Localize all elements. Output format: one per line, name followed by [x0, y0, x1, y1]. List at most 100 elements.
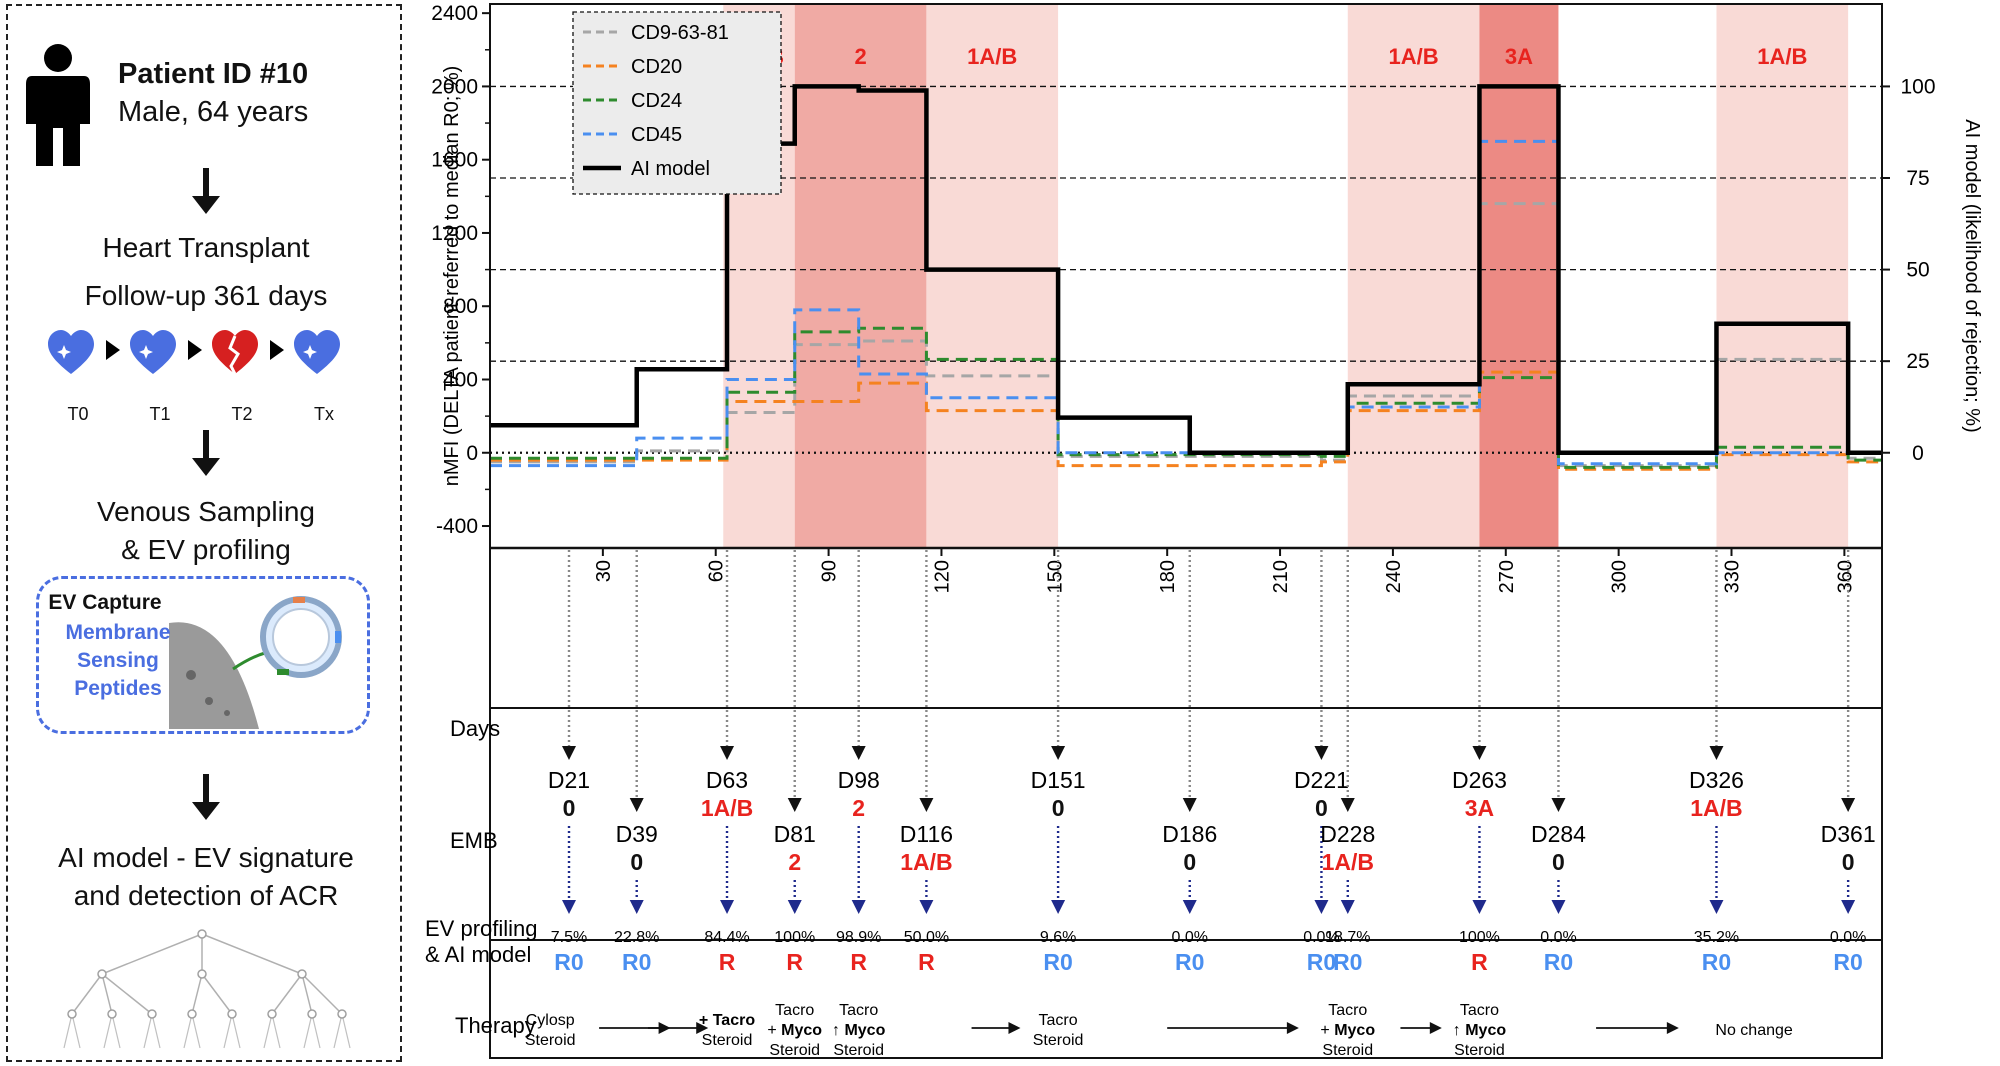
- biopsy-grade: 0: [563, 795, 576, 821]
- sampling-line-2: & EV profiling: [121, 534, 291, 565]
- x-tick-label: 210: [1270, 560, 1292, 593]
- row-label-days: Days: [450, 716, 500, 741]
- therapy-text: Tacro: [839, 1002, 878, 1019]
- therapy-line: Tacro: [1328, 1002, 1367, 1019]
- therapy-text: Tacro: [775, 1002, 814, 1019]
- therapy-line: Steroid: [702, 1032, 753, 1049]
- biopsy-day-label: D21: [548, 767, 590, 793]
- band-label: 3A: [1505, 44, 1533, 69]
- y-tick-label: -400: [436, 515, 478, 538]
- plot-frame: [489, 3, 1883, 1059]
- x-tick-label: 30: [593, 560, 615, 582]
- ai-class: R0: [1333, 949, 1362, 975]
- ev-arrowhead: [1472, 900, 1487, 914]
- biopsy-arrowhead: [1182, 798, 1197, 812]
- therapy-line: + Myco: [767, 1022, 822, 1039]
- ai-likelihood-value: 50.0%: [904, 929, 949, 946]
- series-cd45: [490, 139, 1882, 468]
- ev-arrowhead: [562, 900, 577, 914]
- therapy-line: Steroid: [1033, 1032, 1084, 1049]
- ai-class: R0: [1043, 949, 1072, 975]
- heart-icon-tx: [294, 330, 340, 374]
- ai-class: R0: [1544, 949, 1573, 975]
- y2-tick-label: 25: [1906, 350, 1929, 373]
- biopsy-grade: 3A: [1465, 795, 1494, 821]
- therapy-text: Tacro: [1460, 1002, 1499, 1019]
- therapy-text: Steroid: [1322, 1042, 1373, 1059]
- row-label-therapy: Therapy: [455, 1013, 536, 1038]
- therapy-line: Steroid: [525, 1032, 576, 1049]
- ai-class: R: [786, 949, 803, 975]
- biopsy-day-label: D116: [900, 821, 953, 847]
- y-tick-label: 1200: [431, 222, 478, 245]
- ai-likelihood-value: 100%: [774, 929, 815, 946]
- biopsy-arrowhead: [851, 746, 866, 760]
- ev-arrowhead: [787, 900, 802, 914]
- legend-box: [572, 11, 782, 195]
- biopsy-day-label: D81: [774, 821, 816, 847]
- biopsy-arrowhead: [1472, 746, 1487, 760]
- therapy-text: +: [767, 1022, 781, 1039]
- timepoint-t2: T2: [231, 404, 253, 424]
- therapy-text: Steroid: [1033, 1032, 1084, 1049]
- biopsy-day-label: D263: [1452, 767, 1507, 793]
- y-tick-label: 0: [466, 442, 478, 465]
- x-tick-label: 180: [1157, 560, 1179, 593]
- therapy-text: Myco: [1465, 1022, 1506, 1039]
- y2-axis-label: AI model (likelihood of rejection; %): [1961, 119, 1983, 432]
- timepoint-tx: Tx: [314, 404, 334, 424]
- biopsy-grade: 0: [1315, 795, 1328, 821]
- row-label-ev: EV profiling: [425, 916, 538, 941]
- biopsy-grade: 2: [788, 849, 801, 875]
- ev-capture-title: EV Capture: [48, 591, 162, 614]
- ev-arrowhead: [1709, 900, 1724, 914]
- biopsy-grade: 1A/B: [900, 849, 952, 875]
- rejection-band: [794, 4, 927, 548]
- biopsy-arrowhead: [1314, 746, 1329, 760]
- therapy-arrowhead: [1429, 1022, 1442, 1034]
- therapy-line: Steroid: [1322, 1042, 1373, 1059]
- sampling-line-1: Venous Sampling: [97, 496, 315, 527]
- therapy-arrowhead: [1286, 1022, 1299, 1034]
- x-tick-label: 60: [706, 560, 728, 582]
- biopsy-arrowhead: [562, 746, 577, 760]
- therapy-text: Steroid: [525, 1032, 576, 1049]
- biopsy-day-label: D221: [1294, 767, 1349, 793]
- ai-likelihood-value: 0.0%: [1540, 929, 1576, 946]
- therapy-line: Steroid: [833, 1042, 884, 1059]
- ai-class: R0: [1307, 949, 1336, 975]
- ev-arrowhead: [1340, 900, 1355, 914]
- x-tick-label: 240: [1383, 560, 1405, 593]
- biopsy-day-label: D151: [1031, 767, 1086, 793]
- ai-likelihood-value: 0.0%: [1830, 929, 1866, 946]
- series-cd9-63-81: [490, 202, 1882, 468]
- therapy-text: Myco: [1334, 1022, 1375, 1039]
- play-arrow-icon: [270, 340, 284, 360]
- biopsy-grade: 1A/B: [1690, 795, 1742, 821]
- therapy-arrowhead: [1008, 1022, 1021, 1034]
- biopsy-day-label: D284: [1531, 821, 1586, 847]
- ai-class: R0: [554, 949, 583, 975]
- row-label-ai: & AI model: [425, 942, 531, 967]
- biopsy-arrowhead: [629, 798, 644, 812]
- biopsy-grade: 0: [1842, 849, 1855, 875]
- band-label: 1A/B: [1757, 44, 1807, 69]
- x-tick-label: 270: [1496, 560, 1518, 593]
- therapy-line: Steroid: [1454, 1042, 1505, 1059]
- y2-tick-label: 75: [1906, 167, 1929, 190]
- y-tick-label: 1600: [431, 149, 478, 172]
- ai-class: R0: [1833, 949, 1862, 975]
- y-tick-label: 2400: [431, 2, 478, 25]
- y2-tick-label: 100: [1900, 75, 1935, 98]
- biopsy-day-label: D326: [1689, 767, 1744, 793]
- y2-tick-label: 50: [1906, 259, 1929, 282]
- band-label: 1A/B: [1389, 44, 1439, 69]
- x-tick-label: 330: [1722, 560, 1744, 593]
- legend-label: CD9-63-81: [631, 22, 729, 44]
- patient-title: Patient ID #10: [118, 58, 309, 90]
- timepoint-t0: T0: [67, 404, 89, 424]
- ev-capture-illustration: [169, 596, 342, 729]
- legend-label: AI model: [631, 158, 710, 180]
- therapy-line: + Myco: [1320, 1022, 1375, 1039]
